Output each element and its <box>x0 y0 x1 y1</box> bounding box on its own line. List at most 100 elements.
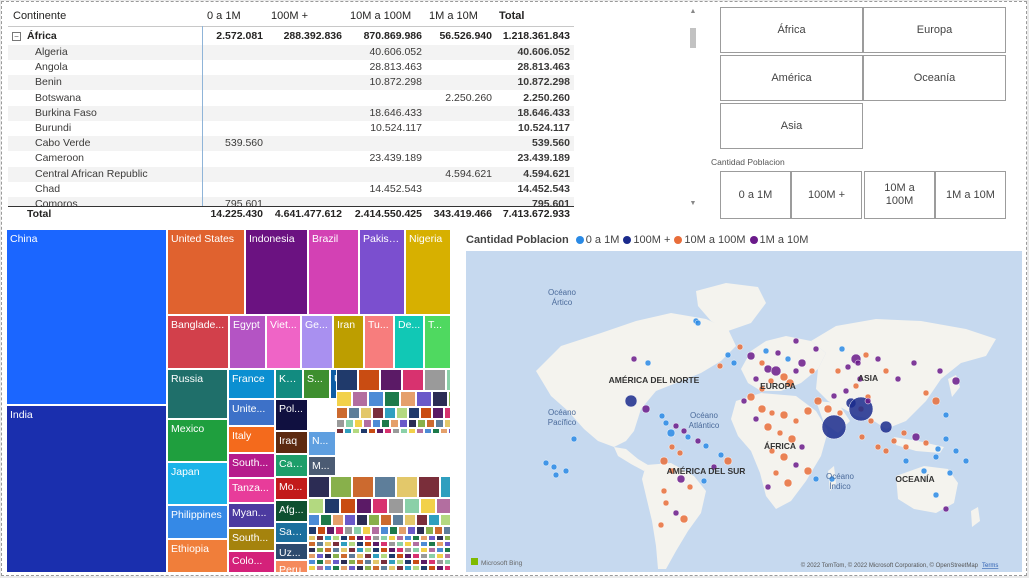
country-bubble[interactable] <box>803 466 813 476</box>
country-bubble[interactable] <box>798 443 806 451</box>
country-bubble[interactable] <box>686 483 694 491</box>
country-bubble[interactable] <box>694 319 702 327</box>
treemap-small-tile[interactable] <box>444 565 451 571</box>
treemap-small-tile[interactable] <box>443 526 451 535</box>
treemap-small-tile[interactable] <box>336 369 358 391</box>
treemap-small-tile[interactable] <box>436 559 444 565</box>
treemap-small-tile[interactable] <box>352 391 368 407</box>
country-bubble[interactable] <box>702 442 710 450</box>
country-bubble[interactable] <box>932 491 940 499</box>
treemap-small-tile[interactable] <box>436 535 444 541</box>
treemap-small-tile[interactable] <box>380 547 388 553</box>
treemap-small-tile[interactable] <box>407 526 416 535</box>
map-copyright[interactable]: © 2022 TomTom, © 2022 Microsoft Corporat… <box>801 562 979 569</box>
treemap-small-tile[interactable] <box>420 565 428 571</box>
country-bubble[interactable] <box>882 367 890 375</box>
treemap-small-tile[interactable] <box>436 498 451 514</box>
treemap-small-tile[interactable] <box>308 571 316 573</box>
treemap-small-tile[interactable] <box>335 526 344 535</box>
slicer-1m-10m[interactable]: 1M a 10M <box>935 171 1006 219</box>
country-bubble[interactable] <box>552 471 560 479</box>
slicer-europa[interactable]: Europa <box>863 7 1006 53</box>
treemap-small-tile[interactable] <box>428 559 436 565</box>
treemap-small-tile[interactable] <box>444 553 451 559</box>
country-bubble[interactable] <box>657 521 665 529</box>
treemap-small-tile[interactable] <box>380 514 392 526</box>
treemap-small-tile[interactable] <box>320 514 332 526</box>
treemap-small-tile[interactable] <box>308 559 316 565</box>
country-bubble[interactable] <box>746 392 756 402</box>
treemap-small-tile[interactable] <box>364 571 372 573</box>
treemap-tile[interactable]: Tanza... <box>228 478 275 503</box>
treemap-small-tile[interactable] <box>372 559 380 565</box>
treemap-small-tile[interactable] <box>316 565 324 571</box>
country-bubble[interactable] <box>757 404 767 414</box>
country-bubble[interactable] <box>668 467 676 475</box>
treemap-small-tile[interactable] <box>340 498 356 514</box>
treemap-tile[interactable]: Tu... <box>364 315 394 369</box>
country-bubble[interactable] <box>768 409 776 417</box>
country-bubble[interactable] <box>792 367 800 375</box>
country-bubble[interactable] <box>772 469 780 477</box>
slicer-africa[interactable]: África <box>720 7 863 53</box>
treemap-small-tile[interactable] <box>432 407 444 419</box>
treemap-tile[interactable]: Myan... <box>228 503 275 528</box>
treemap-small-tile[interactable] <box>388 535 396 541</box>
treemap-tile[interactable]: T... <box>424 315 451 369</box>
country-bubble[interactable] <box>679 514 689 524</box>
treemap-small-tile[interactable] <box>440 476 451 498</box>
country-bubble[interactable] <box>934 445 942 453</box>
country-bubble[interactable] <box>700 477 708 485</box>
treemap-small-tile[interactable] <box>416 514 428 526</box>
country-bubble[interactable] <box>922 439 930 447</box>
country-bubble[interactable] <box>910 359 918 367</box>
treemap-small-tile[interactable] <box>324 498 340 514</box>
treemap-small-tile[interactable] <box>396 476 418 498</box>
treemap-small-tile[interactable] <box>412 541 420 547</box>
treemap-small-tile[interactable] <box>388 547 396 553</box>
country-bubble[interactable] <box>672 422 680 430</box>
treemap-small-tile[interactable] <box>368 391 384 407</box>
treemap-tile[interactable]: South... <box>228 453 275 478</box>
country-bubble[interactable] <box>834 367 842 375</box>
country-bubble[interactable] <box>879 420 893 434</box>
treemap-small-tile[interactable] <box>402 369 424 391</box>
treemap-small-tile[interactable] <box>381 419 390 428</box>
treemap-small-tile[interactable] <box>364 541 372 547</box>
treemap-tile[interactable]: Banglade... <box>167 315 229 369</box>
country-bubble[interactable] <box>813 396 823 406</box>
country-bubble[interactable] <box>658 412 666 420</box>
treemap-small-tile[interactable] <box>444 541 451 547</box>
treemap-tile[interactable]: Can... <box>275 454 308 477</box>
treemap-tile[interactable]: Mexico <box>167 419 228 462</box>
treemap-small-tile[interactable] <box>392 514 404 526</box>
treemap-small-tile[interactable] <box>336 419 345 428</box>
treemap-tile[interactable]: Afg... <box>275 500 308 522</box>
country-bubble[interactable] <box>763 422 773 432</box>
slicer-0-1m[interactable]: 0 a 1M <box>720 171 791 219</box>
country-bubble[interactable] <box>882 447 890 455</box>
treemap-small-tile[interactable] <box>404 553 412 559</box>
treemap-small-tile[interactable] <box>448 391 451 407</box>
header-total[interactable]: Total <box>499 10 525 22</box>
country-bubble[interactable] <box>644 359 652 367</box>
treemap-small-tile[interactable] <box>371 526 380 535</box>
treemap-small-tile[interactable] <box>356 514 368 526</box>
country-bubble[interactable] <box>812 345 820 353</box>
header-10m-100m[interactable]: 10M a 100M <box>350 10 412 22</box>
treemap-small-tile[interactable] <box>376 428 384 434</box>
header-100m-plus[interactable]: 100M + <box>271 10 308 22</box>
treemap-small-tile[interactable] <box>399 419 408 428</box>
country-bubble[interactable] <box>783 478 793 488</box>
treemap-small-tile[interactable] <box>380 571 388 573</box>
treemap-small-tile[interactable] <box>368 514 380 526</box>
treemap-small-tile[interactable] <box>356 559 364 565</box>
country-bubble[interactable] <box>668 443 676 451</box>
country-bubble[interactable] <box>662 499 670 507</box>
treemap-small-tile[interactable] <box>416 428 424 434</box>
treemap-small-tile[interactable] <box>368 428 376 434</box>
treemap-small-tile[interactable] <box>336 391 352 407</box>
treemap-small-tile[interactable] <box>428 514 440 526</box>
country-bubble[interactable] <box>803 406 813 416</box>
treemap-small-tile[interactable] <box>356 571 364 573</box>
